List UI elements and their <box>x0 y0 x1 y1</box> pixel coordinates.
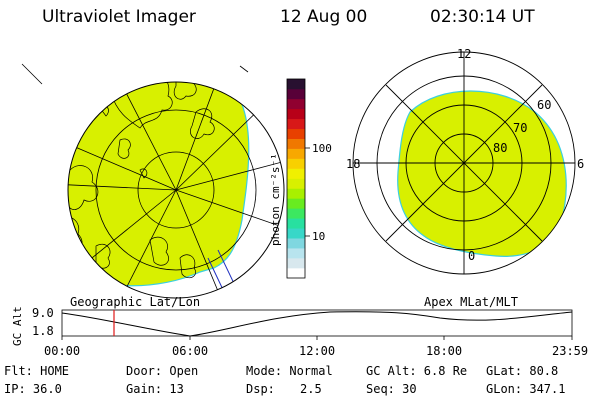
door-status: Door: Open <box>126 364 199 378</box>
color-bar-tick-label-high: 100 <box>312 142 332 155</box>
mlt-label-18: 18 <box>346 157 360 171</box>
flight-status: Flt: HOME <box>4 364 70 378</box>
timeline-tick-2: 12:00 <box>299 344 336 358</box>
glat-status: GLat: 80.8 <box>486 364 559 378</box>
mlat-label-80: 80 <box>493 141 507 155</box>
timeline-ylabel: GC Alt <box>11 306 24 346</box>
color-bar-cell <box>287 258 305 269</box>
date-label: 12 Aug 00 <box>280 7 368 27</box>
timeline-tick-0: 00:00 <box>44 344 81 358</box>
instrument-title: Ultraviolet Imager <box>42 7 196 27</box>
magnetic-caption: Apex MLat/MLT <box>424 295 518 309</box>
timeline-tick-1: 06:00 <box>172 344 209 358</box>
geographic-plot <box>21 63 285 299</box>
color-bar-cell <box>287 138 305 149</box>
color-bar-cell <box>287 238 305 249</box>
glon-status: GLon: 347.1 <box>486 382 566 396</box>
color-bar-cell <box>287 208 305 219</box>
color-bar-cell <box>287 108 305 120</box>
mode-status: Mode: Normal <box>246 364 333 378</box>
timeline-tick-3: 18:00 <box>426 344 463 358</box>
ip-status: IP: 36.0 <box>4 382 62 396</box>
color-bar-cell <box>287 248 305 259</box>
timeline-frame <box>61 309 573 337</box>
color-bar-cell <box>287 268 305 279</box>
color-bar: 100 10 photon cm⁻²s⁻¹ <box>269 78 332 279</box>
lat-lon-grid <box>68 82 284 298</box>
color-bar-cell <box>287 228 305 239</box>
terminator-line-2 <box>217 249 241 297</box>
mlt-label-0: 0 <box>468 249 475 263</box>
color-bar-cell <box>287 118 305 130</box>
aurora-image-magnetic <box>397 90 567 257</box>
color-bar-frame <box>286 78 306 279</box>
color-bar-cell <box>287 188 305 199</box>
corner-tick <box>239 65 249 73</box>
magnetic-plot: 12 18 6 0 60 70 80 <box>346 47 584 275</box>
color-bar-cell <box>287 178 305 189</box>
mlat-label-60: 60 <box>537 98 551 112</box>
color-bar-cell <box>287 218 305 229</box>
dsp-label: Dsp: <box>246 382 275 396</box>
mlt-label-6: 6 <box>577 157 584 171</box>
mlat-label-70: 70 <box>513 121 527 135</box>
color-bar-tick-label-low: 10 <box>312 230 325 243</box>
corner-tick <box>21 63 43 85</box>
gc-alt-status: GC Alt: 6.8 Re <box>366 364 468 378</box>
gain-status: Gain: 13 <box>126 382 184 396</box>
color-bar-cell <box>287 158 305 169</box>
color-bar-cell <box>287 148 305 159</box>
dsp-value: 2.5 <box>300 382 322 396</box>
timeline-y-top: 9.0 <box>32 306 54 320</box>
time-label: 02:30:14 UT <box>430 7 535 27</box>
mlt-label-12: 12 <box>457 47 471 61</box>
color-bar-cell <box>287 128 305 139</box>
timeline-y-bottom: 1.8 <box>32 324 54 338</box>
altitude-timeline: GC Alt <box>11 306 573 346</box>
color-bar-cell <box>287 88 305 100</box>
color-bar-cell <box>287 168 305 179</box>
color-bar-cell <box>287 79 305 90</box>
plot-boundary <box>67 81 285 299</box>
color-bar-cell <box>287 98 305 110</box>
color-bar-cell <box>287 198 305 209</box>
timeline-ticks <box>61 336 573 340</box>
mlat-grid <box>352 51 576 275</box>
timeline-tick-4: 23:59 <box>552 344 589 358</box>
aurora-image-geographic <box>68 82 250 287</box>
altitude-curve <box>61 311 573 337</box>
sequence-status: Seq: 30 <box>366 382 417 396</box>
geographic-caption: Geographic Lat/Lon <box>70 295 201 309</box>
color-bar-unit-label: photon cm⁻²s⁻¹ <box>269 153 282 246</box>
color-bar-cells <box>287 79 305 279</box>
